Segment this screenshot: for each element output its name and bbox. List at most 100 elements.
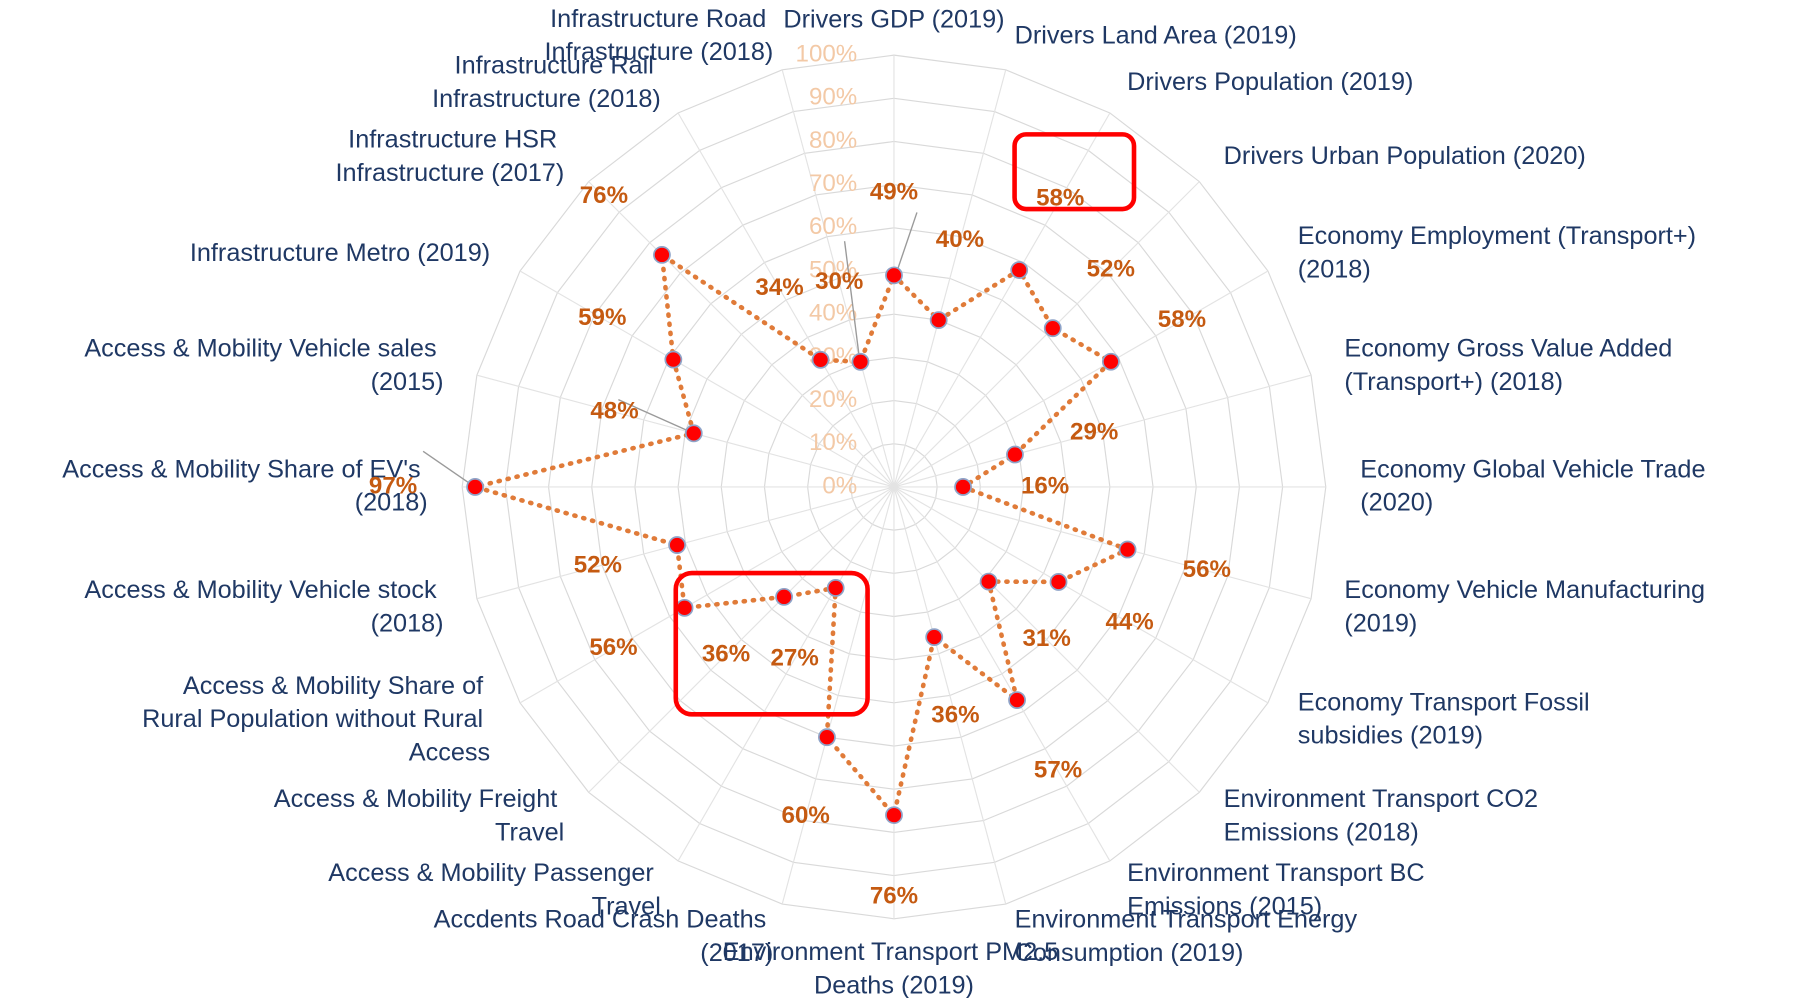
spoke [588,181,895,488]
y-tick-label: 100% [796,41,858,68]
value-label: 48% [590,397,638,424]
value-label: 52% [574,552,622,579]
data-point [653,245,671,264]
category-label: Drivers Population (2019) [1127,68,1413,96]
category-label: Drivers Land Area (2019) [1015,21,1297,49]
leader-line [843,241,861,360]
category-label: Access & Mobility Share of EV's (2018) [62,455,427,516]
data-point [1118,540,1137,559]
radar-line [466,250,1134,821]
value-label: 29% [1070,419,1118,446]
category-label: Infrastructure Rail Infrastructure (2018… [432,51,661,112]
category-label: Infrastructure HSR Infrastructure (2017) [336,125,565,186]
y-tick-label: 0% [822,472,857,499]
category-label: Infrastructure Road Infrastructure (2018… [545,5,774,66]
data-point [684,424,703,443]
spoke [893,486,1111,862]
category-label: Environment Transport CO2 Emissions (201… [1224,785,1545,846]
value-label: 56% [589,634,637,661]
spoke [677,486,895,862]
data-point [979,572,998,591]
value-label: 16% [1021,472,1069,499]
value-label: 31% [1023,625,1071,652]
value-label: 36% [702,640,750,667]
y-tick-label: 20% [809,386,857,413]
annotations [673,132,1137,717]
marks: 49%40%58%52%58%29%16%56%44%31%57%36%76%6… [369,179,1231,910]
data-point [826,579,845,597]
category-label: Drivers GDP (2019) [783,5,1004,33]
y-tick-label: 40% [809,300,857,327]
category-label: Accdents Road Crash Deaths (2017) [434,905,774,966]
category-label: Access & Mobility Passenger Travel [328,859,661,920]
spoke [588,486,895,793]
data-point [954,478,972,496]
spoke [519,486,895,704]
spoke [893,486,1312,600]
value-label: 40% [936,226,984,253]
y-tick-label: 90% [809,84,857,111]
spoke [781,486,895,905]
spoke [893,374,1312,488]
data-point [1008,691,1026,710]
category-label: Access & Mobility Vehicle sales (2015) [84,334,443,395]
data-point [1101,352,1120,371]
value-label: 59% [578,304,626,331]
data-point [775,587,793,606]
data-point [1043,319,1062,338]
y-tick-label: 80% [809,127,857,154]
value-label: 49% [870,179,918,206]
spoke [893,486,1007,905]
category-label: Access & Mobility Freight Travel [274,785,564,846]
data-point [851,352,870,371]
category-label: Environment Transport BC Emissions (2015… [1127,859,1432,920]
spoke [677,112,895,488]
category-label: Drivers Urban Population (2020) [1224,142,1586,170]
data-point [929,311,948,330]
value-label: 60% [782,802,830,829]
spoke [893,486,1269,704]
data-point [1049,573,1068,591]
category-label: Access & Mobility Share of Rural Populat… [142,671,490,766]
category-label: Infrastructure Metro (2019) [190,238,490,266]
leader-line [895,212,918,274]
y-tick-label: 70% [809,170,857,197]
spoke [893,270,1269,488]
category-label: Environment Transport PM2.5 Deaths (2019… [723,938,1065,998]
data-point [885,266,903,285]
leader-line [618,399,694,434]
category-label: Economy Vehicle Manufacturing (2019) [1344,576,1712,637]
value-label: 76% [580,182,628,209]
leader-line [422,450,476,488]
data-point [885,806,903,825]
data-point [1006,445,1024,464]
data-point [668,536,686,554]
value-label: 97% [369,472,417,499]
value-label: 44% [1105,608,1153,635]
category-label: Economy Employment (Transport+) (2018) [1298,222,1703,283]
spoke [893,486,1200,793]
data-point [925,628,944,646]
value-label: 58% [1158,306,1206,333]
value-label: 36% [931,702,979,729]
value-label: 57% [1034,757,1082,784]
category-label: Environment Transport Energy Consumption… [1015,905,1364,966]
y-tick-label: 60% [809,213,857,240]
data-point [811,350,830,369]
highlight-box [1012,132,1137,212]
data-point [675,598,694,617]
data-point [466,478,485,496]
category-label: Economy Transport Fossil subsidies (2019… [1298,688,1597,749]
data-point [818,728,836,747]
category-label: Economy Gross Value Added (Transport+) (… [1344,334,1679,395]
grid: 0%10%20%30%40%50%60%70%80%90%100%Drivers… [62,5,1712,998]
value-label: 56% [1183,556,1231,583]
value-label: 27% [771,644,819,671]
spoke [893,69,1007,488]
highlight-box [673,570,870,717]
value-label: 52% [1087,256,1135,283]
value-label: 30% [815,268,863,295]
category-label: Economy Global Vehicle Trade (2020) [1360,455,1712,516]
y-tick-label: 10% [809,429,857,456]
